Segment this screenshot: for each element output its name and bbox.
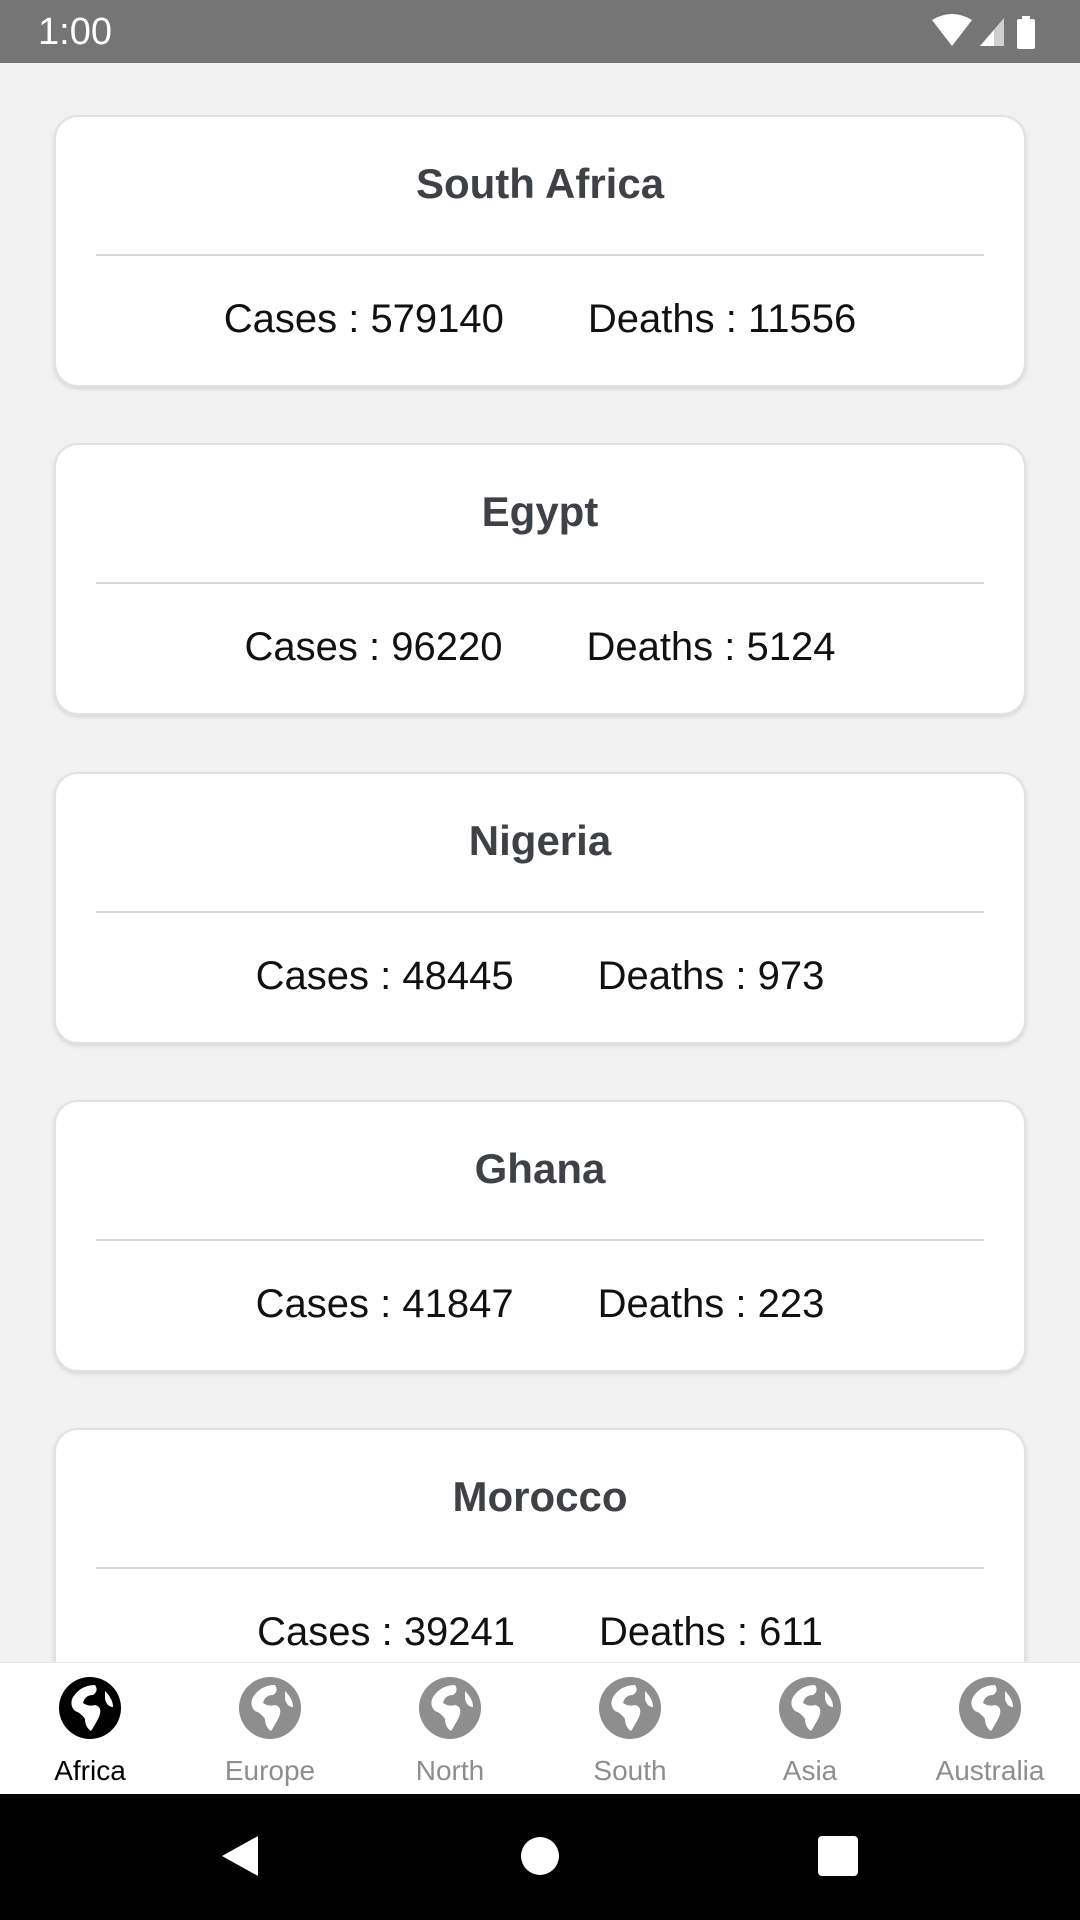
nav-label: Europe [224,1755,316,1786]
bottom-navigation: Africa Europe North South Asia [0,1662,1080,1795]
card-divider [96,911,984,913]
globe-icon [239,1677,301,1739]
globe-icon [959,1677,1021,1739]
country-stats: Cases : 41847 Deaths : 223 [56,1279,1024,1329]
country-card[interactable]: Nigeria Cases : 48445 Deaths : 973 [54,772,1026,1044]
nav-item-africa[interactable]: Africa [0,1663,180,1795]
cases-count: Cases : 579140 [223,297,504,341]
deaths-count: Deaths : 11556 [587,297,857,341]
home-icon[interactable] [518,1834,562,1878]
card-divider [96,1567,984,1569]
country-card[interactable]: South Africa Cases : 579140 Deaths : 1155… [54,115,1026,387]
recents-icon[interactable] [816,1834,860,1878]
globe-icon [59,1677,121,1739]
country-name: Nigeria [468,817,612,864]
country-card[interactable]: Morocco Cases : 39241 Deaths : 611 [54,1428,1026,1662]
deaths-count: Deaths : 223 [597,1282,825,1326]
cellular-signal-icon [980,18,1004,46]
nav-label: Australia [935,1755,1045,1786]
country-stats: Cases : 48445 Deaths : 973 [56,951,1024,1001]
country-stats: Cases : 96220 Deaths : 5124 [56,622,1024,672]
nav-item-europe[interactable]: Europe [180,1663,360,1795]
country-stats: Cases : 39241 Deaths : 611 [56,1607,1024,1657]
status-time: 1:00 [38,11,112,53]
globe-icon [419,1677,481,1739]
deaths-count: Deaths : 611 [599,1610,823,1654]
country-card[interactable]: Ghana Cases : 41847 Deaths : 223 [54,1100,1026,1372]
nav-item-south[interactable]: South [540,1663,720,1795]
country-stats: Cases : 579140 Deaths : 11556 [56,294,1024,344]
cases-count: Cases : 41847 [255,1282,514,1326]
globe-icon [779,1677,841,1739]
nav-item-australia[interactable]: Australia [900,1663,1080,1795]
card-divider [96,1239,984,1241]
nav-label: Asia [782,1755,838,1786]
country-name: Egypt [481,488,599,535]
cases-count: Cases : 96220 [244,625,503,669]
card-divider [96,582,984,584]
globe-icon [599,1677,661,1739]
nav-label: Africa [54,1755,126,1786]
cases-count: Cases : 39241 [257,1610,516,1654]
status-bar: 1:00 [0,0,1080,63]
country-name: Ghana [474,1145,606,1192]
nav-item-north[interactable]: North [360,1663,540,1795]
card-divider [96,254,984,256]
battery-icon [1017,16,1035,49]
country-card[interactable]: Egypt Cases : 96220 Deaths : 5124 [54,443,1026,715]
back-icon[interactable] [218,1834,262,1878]
country-list[interactable]: South Africa Cases : 579140 Deaths : 1155… [0,63,1080,1662]
country-name: Morocco [452,1473,628,1520]
deaths-count: Deaths : 973 [597,954,825,998]
nav-label: South [593,1755,667,1786]
status-icons [932,14,1044,50]
nav-item-asia[interactable]: Asia [720,1663,900,1795]
system-navigation-bar [0,1794,1080,1920]
cases-count: Cases : 48445 [255,954,514,998]
nav-label: North [415,1755,485,1786]
country-name: South Africa [415,160,665,207]
wifi-icon [932,14,972,46]
deaths-count: Deaths : 5124 [586,625,836,669]
